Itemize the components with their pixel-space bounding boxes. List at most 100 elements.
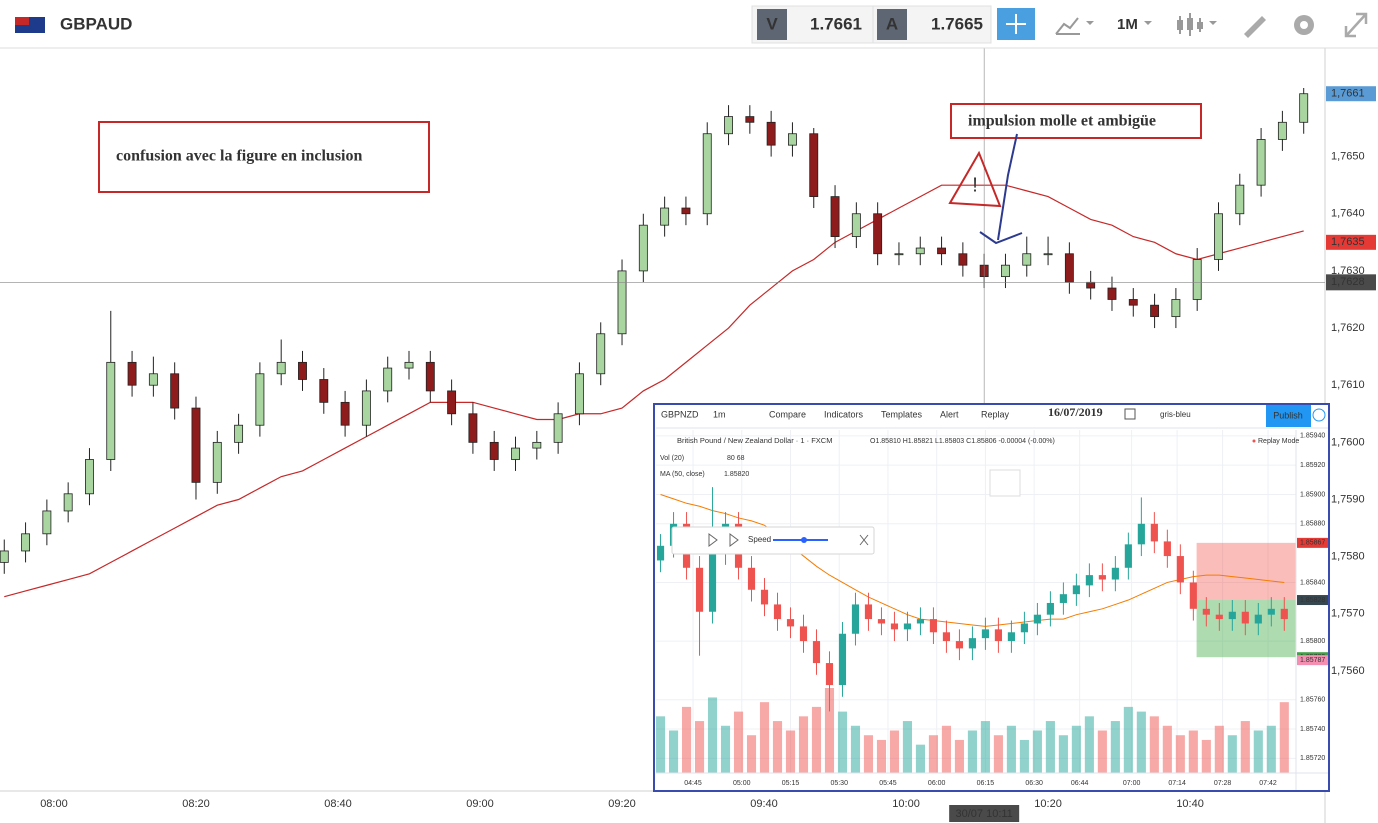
crosshair-time-bg <box>949 805 1020 822</box>
volume-bar <box>1058 735 1068 773</box>
candle-body <box>1163 541 1171 557</box>
mode-dot <box>1252 439 1256 443</box>
publish-label[interactable]: Publish <box>1273 410 1303 420</box>
x-tick-label: 07:14 <box>1168 780 1186 787</box>
candle-body <box>708 553 717 612</box>
candle-body <box>894 253 904 256</box>
x-tick-label: 05:30 <box>830 780 848 787</box>
candle-body <box>929 619 938 633</box>
volume-bar <box>1097 730 1107 773</box>
candle-body <box>1072 585 1080 595</box>
candle-body <box>851 604 860 634</box>
volume-label: Vol (20) <box>660 455 684 462</box>
inset-title: British Pound / New Zealand Dollar · 1 ·… <box>677 436 832 445</box>
volume-bar <box>1032 730 1042 773</box>
y-tick-label: 1,7570 <box>1331 608 1365 620</box>
candle-body <box>766 121 776 146</box>
candle-body <box>1171 299 1181 318</box>
forward-icon[interactable] <box>1312 408 1326 422</box>
x-tick-label: 10:20 <box>1034 798 1062 810</box>
candle-body <box>787 133 797 146</box>
candle-body <box>1098 575 1106 580</box>
annotations: confusion avec la figure en inclusion im… <box>98 103 1202 245</box>
toolbar: GBPAUD V 1.7661 A 1.7665 1M <box>0 0 1378 49</box>
y-tick-label: 1.85740 <box>1300 726 1325 733</box>
settings-popup[interactable] <box>989 469 1021 497</box>
candle-body <box>747 567 756 590</box>
volume-bar <box>746 735 757 773</box>
replay-buttons[interactable] <box>708 533 739 547</box>
candle-body <box>447 390 457 415</box>
close-icon[interactable] <box>859 534 869 546</box>
candle-body <box>298 361 307 380</box>
candle-body <box>702 133 712 215</box>
candles-icon <box>1187 18 1193 30</box>
volume-bar <box>772 721 783 773</box>
timeframe[interactable]: 1M <box>1117 16 1138 33</box>
candle-body <box>1189 582 1197 609</box>
inset-compare[interactable]: Compare <box>769 409 806 419</box>
y-tick-label: 1,7560 <box>1331 665 1365 677</box>
candle-body <box>1059 594 1067 603</box>
y-tick-label: 1,7640 <box>1331 208 1365 220</box>
x-tick-label: 05:45 <box>879 780 897 787</box>
crosshair-icon <box>1006 14 1026 34</box>
fullscreen-icon[interactable] <box>1344 12 1368 38</box>
candle-body <box>812 641 821 664</box>
volume-bar <box>1019 739 1029 773</box>
drawing-icon[interactable] <box>1244 16 1266 38</box>
inset-templates[interactable]: Templates <box>881 409 923 419</box>
volume-bar <box>694 721 705 773</box>
warning-triangle <box>948 150 1002 208</box>
inset-layout[interactable]: gris-bleu <box>1160 410 1191 419</box>
chart-type-icon[interactable] <box>1055 17 1080 35</box>
y-tick-label: 1,7620 <box>1331 322 1365 334</box>
inset-replay[interactable]: Replay <box>981 409 1010 419</box>
x-tick-label: 08:00 <box>40 798 68 810</box>
y-tick-label: 1.85720 <box>1300 755 1325 762</box>
candle-body <box>383 367 393 392</box>
candle-body <box>489 441 499 460</box>
candle-body <box>511 447 520 460</box>
inset-date: 16/07/2019 <box>1048 405 1103 419</box>
bid-label-bg <box>757 9 787 40</box>
candle-body <box>809 133 819 198</box>
volume-bar <box>733 711 744 773</box>
candle-body <box>1020 623 1028 633</box>
symbol[interactable]: GBPAUD <box>60 14 132 33</box>
x-tick-label: 09:20 <box>608 798 636 810</box>
settings-icon <box>1300 21 1308 29</box>
candle-body <box>955 641 964 649</box>
y-tick-label: 1.85840 <box>1300 579 1325 586</box>
candle-body <box>1150 304 1160 318</box>
target-zone <box>1196 600 1296 658</box>
speed-knob[interactable] <box>801 537 807 543</box>
dropdown-arrow <box>1144 21 1152 25</box>
y-tick-label: 1,7590 <box>1331 493 1365 505</box>
candle-body <box>319 379 329 403</box>
candle-body <box>1124 544 1132 568</box>
candle-body <box>799 626 808 642</box>
inset-symbol[interactable]: GBPNZD <box>661 409 699 419</box>
candle-body <box>170 373 180 409</box>
candle-body <box>255 373 265 426</box>
candle-body <box>942 632 951 642</box>
inset-interval[interactable]: 1m <box>713 409 726 419</box>
volume-bar <box>1084 716 1094 773</box>
price-tag <box>1297 537 1328 548</box>
x-tick-label: 10:00 <box>892 798 920 810</box>
inset-alert[interactable]: Alert <box>940 409 959 419</box>
moving-average <box>4 184 1304 598</box>
inset-indicators[interactable]: Indicators <box>824 409 864 419</box>
inset-chart: 1.85720 1.85740 1.85760 1.85800 1.85840 1.858… <box>653 403 1330 792</box>
x-tick-label: 06:44 <box>1071 780 1089 787</box>
checkbox[interactable] <box>1124 408 1136 420</box>
y-tick-label: 1,7630 <box>1331 265 1365 277</box>
price-tag <box>1326 234 1376 250</box>
candle-body <box>0 550 9 563</box>
publish-button[interactable] <box>1266 405 1311 427</box>
candle-body <box>553 413 563 443</box>
candles-icon <box>1197 22 1203 29</box>
x-tick-label: 06:30 <box>1025 780 1043 787</box>
